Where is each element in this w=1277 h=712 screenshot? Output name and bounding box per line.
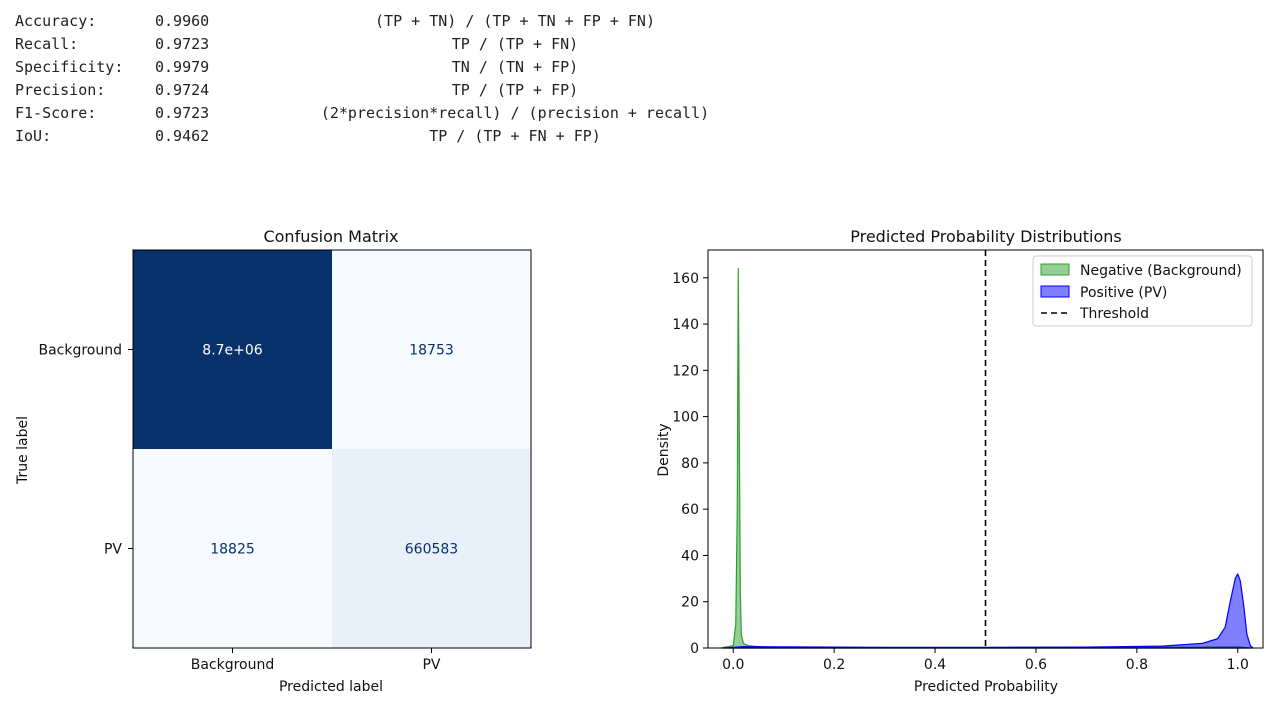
y-tick-label: 40 — [681, 548, 699, 564]
metric-name: Recall: — [15, 35, 79, 53]
metrics-output: Accuracy: 0.9960 (TP + TN) / (TP + TN + FP… — [0, 0, 1277, 160]
metric-name: Specificity: — [15, 58, 124, 76]
confusion-matrix-ylabel: True label — [15, 416, 31, 485]
confusion-matrix-cell — [133, 449, 332, 648]
metric-value: 0.9724 — [155, 81, 210, 99]
y-tick-label: 0 — [690, 641, 699, 657]
y-tick-label: 60 — [681, 502, 699, 518]
y-tick-label: 140 — [672, 317, 699, 333]
confusion-matrix-title: Confusion Matrix — [263, 227, 398, 246]
legend-label: Threshold — [1079, 306, 1149, 322]
metric-value: 0.9723 — [155, 104, 210, 122]
metric-name: Accuracy: — [15, 12, 97, 30]
x-tick-label: 0.4 — [924, 657, 946, 673]
x-tick-label: 0.2 — [823, 657, 845, 673]
y-tick-label: Background — [38, 343, 122, 359]
y-tick-label: 160 — [672, 271, 699, 287]
y-tick-label: 100 — [672, 410, 699, 426]
confusion-matrix-value: 660583 — [405, 542, 458, 558]
confusion-matrix-chart: Confusion Matrix 8.7e+06 18753 18825 660583… — [15, 227, 532, 695]
metric-formula: TP / (TP + FN + FP) — [429, 127, 601, 145]
y-tick-label: 80 — [681, 456, 699, 472]
confusion-matrix-cell — [332, 250, 531, 449]
metric-formula: TP / (TP + FP) — [451, 81, 579, 99]
distribution-title: Predicted Probability Distributions — [850, 227, 1122, 246]
metric-value: 0.9723 — [155, 35, 210, 53]
distribution-xlabel: Predicted Probability — [914, 679, 1058, 695]
x-tick-label: 0.0 — [722, 657, 744, 673]
y-tick-label: PV — [104, 542, 122, 558]
x-tick-label: 0.8 — [1126, 657, 1148, 673]
confusion-matrix-cell — [332, 449, 531, 648]
metric-formula: (TP + TN) / (TP + TN + FP + FN) — [375, 12, 655, 30]
confusion-matrix-xlabel: Predicted label — [279, 679, 383, 695]
metric-value: 0.9960 — [155, 12, 210, 30]
confusion-matrix-value: 18753 — [409, 343, 454, 359]
metric-formula: (2*precision*recall) / (precision + reca… — [320, 104, 710, 122]
distribution-ylabel: Density — [656, 423, 672, 476]
distribution-legend: Negative (Background) Positive (PV) Thresh… — [1032, 255, 1253, 327]
legend-box — [1032, 255, 1253, 327]
legend-label: Negative (Background) — [1080, 263, 1242, 279]
x-tick-label: PV — [422, 657, 440, 673]
metric-formula: TN / (TN + FP) — [451, 58, 579, 76]
probability-distribution-chart: Predicted Probability Distributions 0.0 0… — [656, 227, 1264, 695]
confusion-matrix-value: 8.7e+06 — [202, 343, 263, 359]
density-area-positive — [722, 573, 1254, 649]
metric-formula: TP / (TP + FN) — [451, 35, 579, 53]
y-tick-label: 120 — [672, 363, 699, 379]
confusion-matrix-frame — [132, 249, 532, 649]
metric-name: F1-Score: — [15, 104, 97, 122]
legend-label: Positive (PV) — [1080, 285, 1167, 301]
confusion-matrix-value: 18825 — [210, 542, 255, 558]
distribution-plot-frame — [707, 249, 1264, 649]
legend-swatch — [1040, 263, 1070, 276]
x-tick-label: 1.0 — [1227, 657, 1249, 673]
metric-value: 0.9979 — [155, 58, 210, 76]
confusion-matrix-cell — [133, 250, 332, 449]
metric-name: IoU: — [15, 127, 52, 145]
legend-swatch — [1040, 285, 1070, 298]
metric-value: 0.9462 — [155, 127, 210, 145]
x-tick-label: 0.6 — [1025, 657, 1047, 673]
x-tick-label: Background — [191, 657, 275, 673]
metric-name: Precision: — [15, 81, 106, 99]
y-tick-label: 20 — [681, 595, 699, 611]
